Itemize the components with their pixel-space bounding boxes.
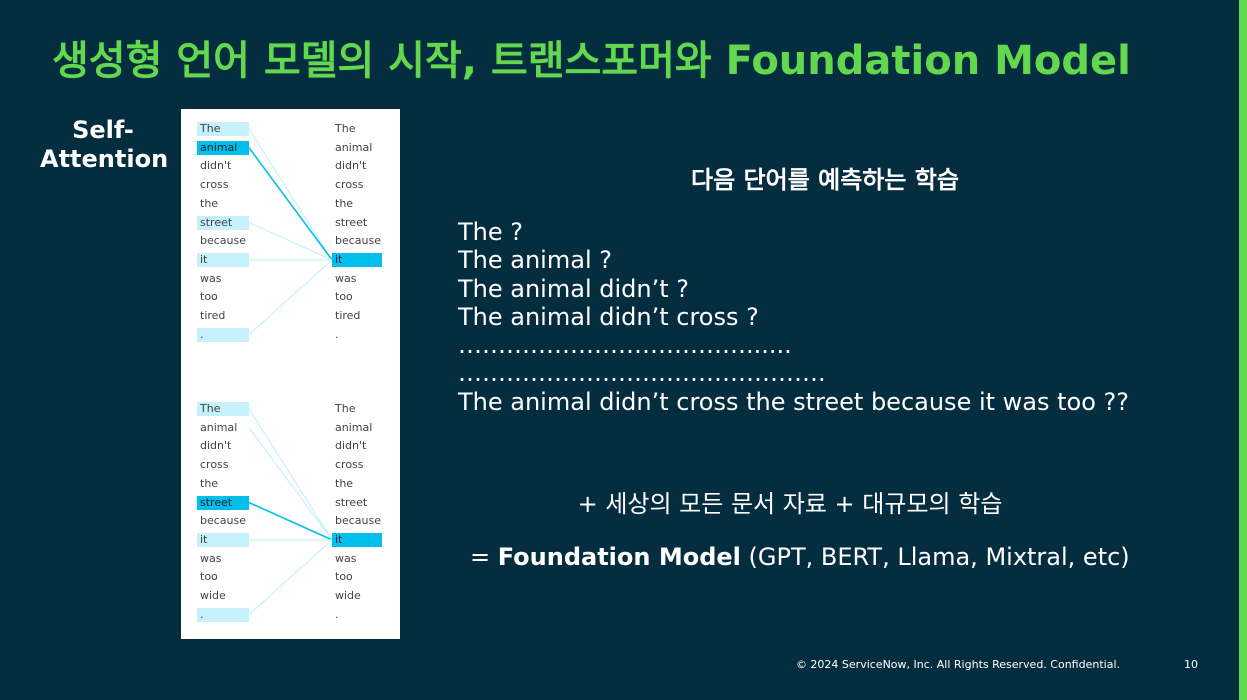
next-word-heading: 다음 단어를 예측하는 학습 xyxy=(691,166,959,194)
sequence-line: ………………………………...... xyxy=(458,331,792,360)
copyright-footer: © 2024 ServiceNow, Inc. All Rights Reser… xyxy=(795,658,1120,671)
self-attention-diagram: The animal didn't cross the street because it wa… xyxy=(181,109,400,639)
target-token: too xyxy=(335,290,353,304)
source-token: the xyxy=(200,476,219,490)
attention-lines xyxy=(248,128,333,616)
sequence-line: The animal ? xyxy=(458,246,612,275)
target-token: the xyxy=(335,476,354,490)
attention-line xyxy=(248,408,333,541)
target-token: because xyxy=(335,514,382,528)
target-token: . xyxy=(335,327,339,341)
sequence-line: The animal didn’t cross ? xyxy=(458,302,759,331)
source-token: was xyxy=(200,551,222,565)
target-token: too xyxy=(335,570,353,584)
foundation-model-line: = Foundation Model (GPT, BERT, Llama, Mi… xyxy=(470,543,1210,571)
source-token: the xyxy=(200,196,219,210)
source-token: tired xyxy=(200,309,226,322)
attention-line xyxy=(248,501,333,541)
target-token: The xyxy=(335,402,356,415)
sequence-line: The ? xyxy=(458,218,524,246)
sequence-line: The animal didn’t cross the street becau… xyxy=(458,387,1130,416)
source-token: animal xyxy=(197,140,249,155)
source-token: it xyxy=(197,532,249,547)
source-token: . xyxy=(197,327,249,342)
source-token: cross xyxy=(200,178,229,192)
foundation-model-term: Foundation Model xyxy=(497,543,741,571)
source-token: because xyxy=(200,514,247,528)
source-token: The xyxy=(197,122,249,136)
source-token: cross xyxy=(200,458,229,472)
sequence-line: ………………………………………. xyxy=(458,359,826,388)
sequence-line: The animal didn’t ? xyxy=(458,274,689,303)
source-token: it xyxy=(197,252,249,267)
source-token: too xyxy=(200,290,218,304)
target-token: it xyxy=(332,532,382,547)
source-token: street xyxy=(197,495,249,510)
target-token: didn't xyxy=(335,159,367,173)
target-token: . xyxy=(335,607,339,621)
attention-line xyxy=(248,259,333,336)
foundation-prefix: = xyxy=(470,543,498,571)
target-token: was xyxy=(335,551,357,565)
attention-line xyxy=(248,427,333,541)
source-token: didn't xyxy=(200,439,232,453)
attention-line xyxy=(248,147,333,261)
slide-title: 생성형 언어 모델의 시작, 트랜스포머와 Foundation Model xyxy=(52,38,1131,84)
target-token: wide xyxy=(335,589,361,602)
source-token: wide xyxy=(200,589,226,602)
target-token: it xyxy=(332,252,382,267)
source-token: . xyxy=(197,607,249,622)
source-token: because xyxy=(200,234,247,248)
attention-line xyxy=(248,221,333,261)
foundation-examples: (GPT, BERT, Llama, Mixtral, etc) xyxy=(740,543,1130,571)
target-token: cross xyxy=(335,458,364,472)
source-token: The xyxy=(197,402,249,416)
prediction-sequence: The ? The animal ? The animal didn’t ? T… xyxy=(458,218,1198,416)
source-token: was xyxy=(200,271,222,285)
accent-bar xyxy=(1239,0,1247,700)
target-token: The xyxy=(335,122,356,135)
source-token: didn't xyxy=(200,159,232,173)
source-token: animal xyxy=(200,420,238,434)
target-token: because xyxy=(335,234,382,248)
data-and-scale-line: + 세상의 모든 문서 자료 + 대규모의 학습 xyxy=(577,490,1003,518)
target-token: street xyxy=(335,495,368,509)
target-token: tired xyxy=(335,309,361,322)
target-token: animal xyxy=(335,140,373,154)
attention-line xyxy=(248,128,333,261)
target-token: cross xyxy=(335,178,364,192)
target-token: street xyxy=(335,215,368,229)
page-number: 10 xyxy=(1184,658,1198,671)
source-token: street xyxy=(197,215,249,230)
target-token: was xyxy=(335,271,357,285)
target-token: didn't xyxy=(335,439,367,453)
attention-line xyxy=(248,539,333,616)
source-token: too xyxy=(200,570,218,584)
target-token: animal xyxy=(335,420,373,434)
self-attention-label: Self-Attention xyxy=(40,116,169,173)
target-token: the xyxy=(335,196,354,210)
